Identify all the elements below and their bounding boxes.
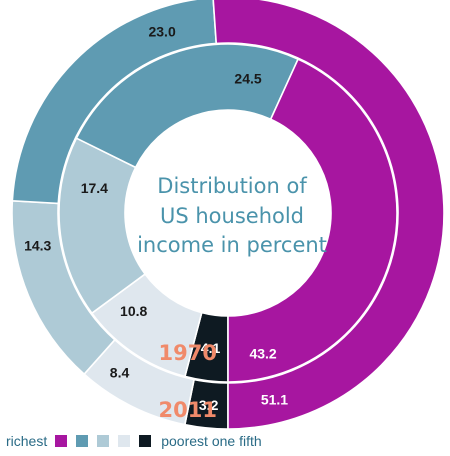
legend-swatch-fourth <box>76 435 89 447</box>
year-label-1970: 1970 <box>159 341 217 365</box>
legend-swatch-richest <box>55 435 68 447</box>
year-label-2011: 2011 <box>159 398 217 422</box>
slice-1970-fourth <box>75 43 300 169</box>
value-label-2011-richest: 51.1 <box>261 391 288 407</box>
value-label-2011-middle: 14.3 <box>24 237 51 253</box>
legend-label-poorest: poorest one fifth <box>161 433 262 449</box>
legend: richest poorest one fifth <box>6 430 262 452</box>
value-label-1970-middle: 17.4 <box>81 180 108 196</box>
inner-ring-1970 <box>58 43 398 383</box>
value-label-1970-second: 10.8 <box>120 303 147 319</box>
legend-swatch-middle <box>97 435 110 447</box>
slice-2011-fourth <box>11 0 218 205</box>
slice-1970-richest <box>227 58 398 383</box>
value-labels: 4.1 10.8 17.4 24.5 43.2 3.2 8.4 14.3 23.0 51.1 <box>24 24 288 413</box>
chart-title-line-2: US household <box>160 204 304 228</box>
legend-label-richest: richest <box>6 433 48 449</box>
legend-swatch-second <box>118 435 131 447</box>
value-label-1970-poorest: 4.1 <box>201 340 221 356</box>
outer-ring-2011 <box>11 0 445 430</box>
slice-2011-richest <box>212 0 445 430</box>
chart-title-line-3: income in percent <box>137 233 327 257</box>
value-label-2011-poorest: 3.2 <box>199 397 219 413</box>
chart-title-line-1: Distribution of <box>157 174 307 198</box>
value-label-2011-second: 8.4 <box>110 365 130 381</box>
value-label-1970-fourth: 24.5 <box>234 70 261 86</box>
value-label-1970-richest: 43.2 <box>249 346 276 362</box>
legend-swatch-poorest <box>139 435 152 447</box>
value-label-2011-fourth: 23.0 <box>148 24 175 40</box>
